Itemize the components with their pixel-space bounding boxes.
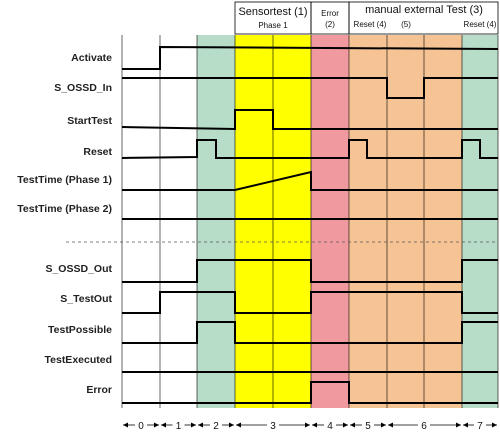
phase-5-6-background <box>349 35 462 408</box>
header-phase1-label: Phase 1 <box>258 21 288 30</box>
phase-label-4: 4 <box>327 421 333 432</box>
header-error-number: (2) <box>325 20 335 29</box>
phase-arrowhead <box>350 422 355 428</box>
signal-label-s-testout: S_TestOut <box>60 293 112 305</box>
phase-arrowhead <box>198 422 203 428</box>
phase-4-background <box>311 35 349 408</box>
signal-label-testtime-phase2: TestTime (Phase 2) <box>17 203 112 215</box>
signal-label-s-ossd-out: S_OSSD_Out <box>45 263 112 275</box>
phase-arrowhead <box>154 422 159 428</box>
phase-arrowhead <box>456 422 461 428</box>
waveform-error <box>122 381 498 404</box>
phase-arrowhead <box>381 422 386 428</box>
phase-backgrounds <box>197 35 498 408</box>
phase-arrowhead <box>191 422 196 428</box>
waveform-s-testout <box>122 291 498 314</box>
signal-label-testexecuted: TestExecuted <box>45 354 113 366</box>
header-reset-right-label: Reset (4) <box>464 20 497 29</box>
signal-label-activate: Activate <box>71 52 112 64</box>
header-five-label: (5) <box>401 20 411 29</box>
header-manual-box <box>348 1 499 35</box>
phase-arrows <box>123 422 497 428</box>
phase-label-3: 3 <box>270 421 276 432</box>
header-sensortest-label: Sensortest (1) <box>238 6 307 18</box>
signal-labels: Activate S_OSSD_In StartTest Reset TestT… <box>17 52 112 396</box>
phase-label-1: 1 <box>176 421 182 432</box>
phase-arrowhead <box>388 422 393 428</box>
phase-label-5: 5 <box>365 421 371 432</box>
header-reset-left-label: Reset (4) <box>354 20 387 29</box>
phase-arrowhead <box>123 422 128 428</box>
header-error-box <box>310 1 350 35</box>
phase-arrowhead <box>343 422 348 428</box>
phase-2-background <box>197 35 235 408</box>
signal-label-testtime-phase1: TestTime (Phase 1) <box>17 174 112 186</box>
phase-label-6: 6 <box>421 421 427 432</box>
waveforms <box>121 45 499 404</box>
phase-7-background <box>462 35 498 408</box>
waveform-testpossible <box>122 321 498 344</box>
phase-label-7: 7 <box>477 421 483 432</box>
signal-label-error: Error <box>86 384 112 396</box>
header: Sensortest (1) Phase 1 Error (2) manual … <box>234 1 499 35</box>
phase-arrowhead <box>312 422 317 428</box>
phase-axis: 0 1 2 3 4 5 6 7 <box>123 421 497 432</box>
waveform-starttest <box>121 109 498 131</box>
phase-arrowhead <box>463 422 468 428</box>
phase-arrowhead <box>305 422 310 428</box>
phase-label-0: 0 <box>138 421 144 432</box>
phase-arrowhead <box>236 422 241 428</box>
phase-label-2: 2 <box>213 421 219 432</box>
signal-label-starttest: StartTest <box>67 115 112 127</box>
waveform-reset <box>121 139 498 159</box>
phase-arrowhead <box>492 422 497 428</box>
phase-arrowhead <box>161 422 166 428</box>
signal-label-s-ossd-in: S_OSSD_In <box>54 82 112 94</box>
waveform-testtime-phase1 <box>122 170 498 191</box>
signal-label-reset: Reset <box>83 146 112 158</box>
waveform-s-ossd-out <box>122 259 498 283</box>
phase-arrowhead <box>229 422 234 428</box>
waveform-activate <box>122 45 499 70</box>
header-manual-label: manual external Test (3) <box>365 4 483 16</box>
waveform-s-ossd-in <box>122 77 498 99</box>
header-error-label: Error <box>321 9 339 18</box>
signal-label-testpossible: TestPossible <box>48 324 112 336</box>
